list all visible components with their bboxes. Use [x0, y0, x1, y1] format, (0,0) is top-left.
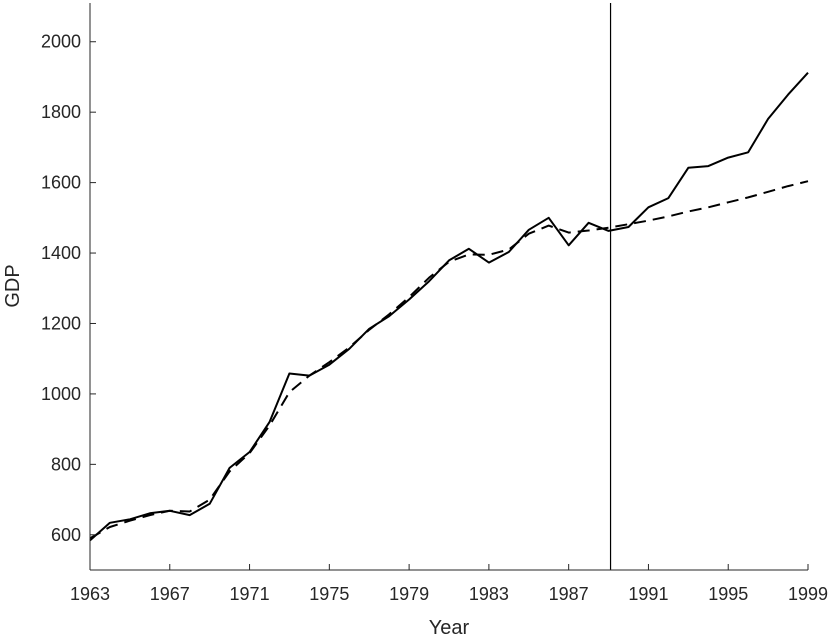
y-tick-label: 1000: [41, 384, 81, 404]
y-tick-label: 2000: [41, 32, 81, 52]
x-tick-label: 1983: [469, 584, 509, 604]
x-tick-label: 1967: [150, 584, 190, 604]
y-ticks: 600 800 1000 1200 1400 1600 1800 2000: [41, 32, 96, 545]
x-tick-label: 1971: [230, 584, 270, 604]
x-tick-label: 1995: [708, 584, 748, 604]
axes: [89, 3, 808, 571]
x-axis-title: Year: [429, 617, 470, 637]
x-tick-label: 1963: [70, 584, 110, 604]
x-tick-label: 1999: [788, 584, 828, 604]
x-tick-label: 1987: [549, 584, 589, 604]
series-line-solid: [89, 72, 809, 542]
x-tick-label: 1979: [389, 584, 429, 604]
y-tick-label: 600: [51, 525, 81, 545]
x-tick-label: 1991: [628, 584, 668, 604]
y-tick-label: 1400: [41, 243, 81, 263]
series-line-dashed: [89, 180, 809, 540]
x-tick-label: 1975: [309, 584, 349, 604]
y-tick-label: 1800: [41, 102, 81, 122]
plot-lines: [89, 3, 809, 570]
y-axis-title: GDP: [2, 264, 24, 307]
y-tick-label: 800: [51, 454, 81, 474]
y-tick-label: 1200: [41, 313, 81, 333]
y-tick-label: 1600: [41, 173, 81, 193]
x-ticks: 1963 1967 1971 1975 1979 1983 1987 1991 1995 1999: [70, 564, 828, 604]
